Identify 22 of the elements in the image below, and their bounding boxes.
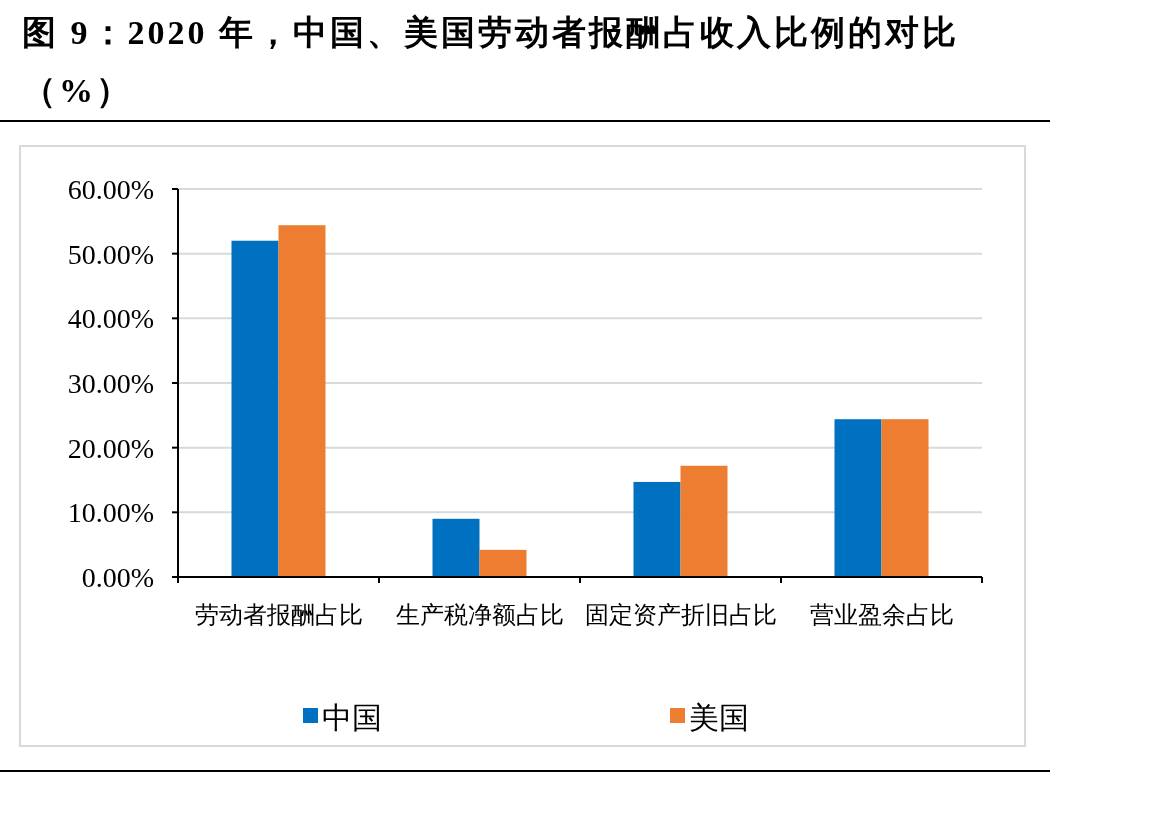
- bar: [479, 549, 527, 577]
- chart-title: 图 9：2020 年，中国、美国劳动者报酬占收入比例的对比（%）: [22, 13, 960, 111]
- bar: [278, 225, 326, 577]
- x-tick-label: 营业盈余占比: [809, 601, 954, 628]
- bar: [881, 419, 929, 577]
- y-tick-label: 0.00%: [81, 562, 154, 593]
- y-tick-label: 40.00%: [67, 303, 154, 335]
- bar: [834, 419, 882, 577]
- y-tick-label: 20.00%: [67, 432, 154, 464]
- bar: [432, 518, 480, 577]
- y-tick-label: 60.00%: [67, 174, 154, 205]
- x-tick-label: 生产税净额占比: [395, 601, 564, 628]
- legend-label: 美国: [689, 701, 749, 734]
- x-tick-label: 固定资产折旧占比: [584, 601, 777, 628]
- y-tick-label: 10.00%: [67, 497, 154, 529]
- y-tick-label: 30.00%: [67, 368, 154, 399]
- bar: [633, 481, 681, 577]
- y-tick-label: 50.00%: [67, 238, 154, 270]
- legend-label: 中国: [322, 701, 382, 734]
- bar: [231, 240, 279, 577]
- bar: [680, 465, 728, 577]
- x-tick-label: 劳动者报酬占比: [194, 601, 363, 628]
